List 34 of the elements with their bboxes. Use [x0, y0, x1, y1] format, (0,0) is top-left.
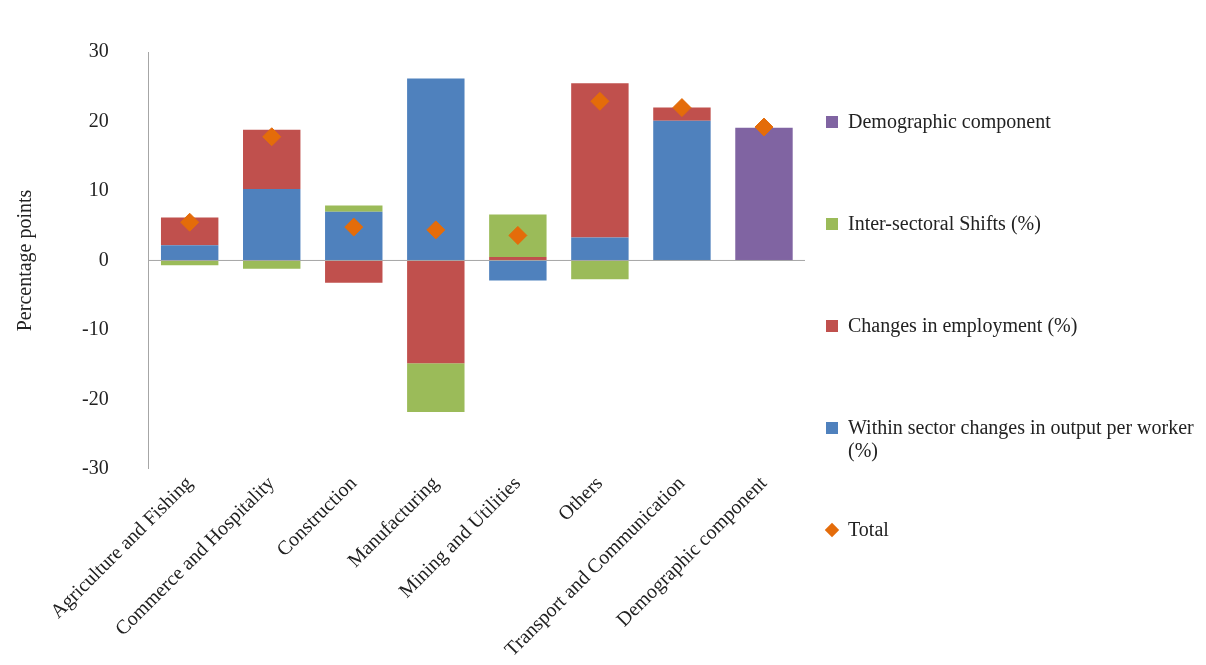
- point: [426, 220, 446, 240]
- bar: [571, 83, 629, 238]
- bar: [407, 78, 465, 261]
- bar: [407, 363, 465, 412]
- legend-label: Demographic component: [848, 110, 1051, 133]
- y-tick-label: -30: [81, 456, 109, 479]
- bar: [160, 245, 219, 261]
- bar: [735, 127, 793, 261]
- legend-label: Total: [848, 518, 889, 541]
- bar: [325, 260, 383, 283]
- bar: [325, 211, 383, 261]
- bar: [243, 129, 301, 189]
- bar: [325, 205, 383, 212]
- bar: [571, 260, 629, 280]
- y-axis-title: Percentage points: [13, 189, 37, 332]
- point: [590, 91, 610, 111]
- y-tick-label: 10: [88, 178, 109, 201]
- legend-label: Changes in employment (%): [848, 314, 1078, 337]
- bar: [243, 188, 301, 261]
- legend-label: Inter-sectoral Shifts (%): [848, 212, 1041, 235]
- y-tick-label: 20: [88, 108, 109, 131]
- y-tick-label: -20: [81, 386, 109, 409]
- y-tick-label: 30: [88, 39, 109, 62]
- bar: [489, 214, 547, 257]
- y-tick-label: -10: [81, 317, 109, 340]
- bar: [489, 260, 547, 281]
- y-tick-label: 0: [98, 247, 109, 270]
- point: [672, 98, 692, 118]
- bar: [653, 120, 711, 261]
- point: [262, 127, 282, 147]
- bar: [571, 237, 629, 261]
- point: [754, 117, 774, 137]
- legend-label: Within sector changes in output per worker (%): [848, 416, 1195, 462]
- bar: [407, 260, 465, 364]
